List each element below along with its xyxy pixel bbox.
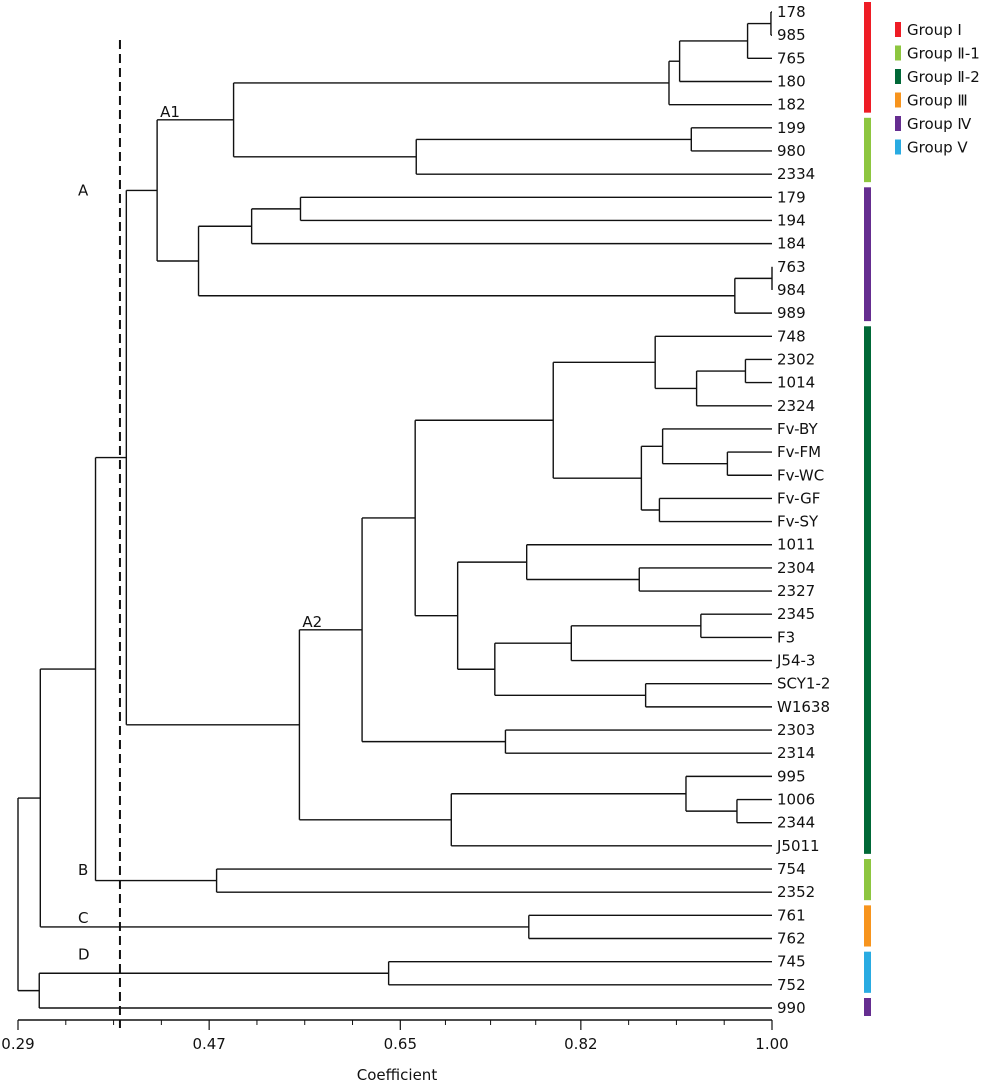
leaf-label: 752 xyxy=(777,976,806,994)
leaf-label: 754 xyxy=(777,860,806,878)
leaf-label: 179 xyxy=(777,188,806,206)
legend-label: Group Ⅱ-2 xyxy=(907,68,980,86)
leaf-label: Fv-WC xyxy=(777,466,824,484)
x-tick-label: 0.82 xyxy=(564,1035,597,1053)
leaf-label: 2344 xyxy=(777,814,815,832)
dendrogram-branches xyxy=(17,11,773,1009)
legend-swatch xyxy=(895,139,901,155)
legend: Group Ⅰ Group Ⅱ-1 Group Ⅱ-2 Group Ⅲ Group Ⅳ G… xyxy=(895,21,980,157)
leaf-label: Fv-GF xyxy=(777,489,820,507)
legend-label: Group Ⅴ xyxy=(907,139,968,157)
leaf-label: 194 xyxy=(777,211,806,229)
x-axis-title: Coefficient xyxy=(357,1066,438,1084)
legend-swatch xyxy=(895,45,901,61)
leaf-label: 990 xyxy=(777,999,806,1017)
leaf-label: Fv-FM xyxy=(777,443,821,461)
legend-swatch xyxy=(895,92,901,108)
cluster-labels: A1 A2 A B CD xyxy=(78,103,322,963)
leaf-label: 1006 xyxy=(777,791,815,809)
leaf-label: SCY1-2 xyxy=(777,675,830,693)
group-bar xyxy=(864,951,871,993)
legend-swatch xyxy=(895,69,901,84)
leaf-label: 2334 xyxy=(777,165,815,183)
legend-label: Group Ⅱ-1 xyxy=(907,45,980,63)
cluster-label-d: D xyxy=(78,945,90,963)
leaf-label: 748 xyxy=(777,327,806,345)
x-tick-label: 0.47 xyxy=(192,1035,225,1053)
x-tick-label: 1.00 xyxy=(755,1035,788,1053)
group-bars xyxy=(864,2,871,1016)
leaf-label: 763 xyxy=(777,258,806,276)
legend-swatch xyxy=(895,116,901,131)
leaf-label: Fv-SY xyxy=(777,513,819,531)
legend-label: Group Ⅳ xyxy=(907,115,971,133)
cluster-label-b: B xyxy=(78,861,88,879)
leaf-label: 178 xyxy=(777,3,806,21)
leaf-label: 2324 xyxy=(777,397,815,415)
cluster-label-a1: A1 xyxy=(160,103,180,121)
cluster-label-c: C xyxy=(78,909,88,927)
leaf-label: 762 xyxy=(777,930,806,948)
x-tick-label: 0.29 xyxy=(1,1035,34,1053)
leaf-label: 989 xyxy=(777,304,806,322)
group-bar xyxy=(864,117,871,183)
leaf-label: 745 xyxy=(777,953,806,971)
leaf-label: 2314 xyxy=(777,744,815,762)
leaf-label: 2352 xyxy=(777,883,815,901)
group-bar xyxy=(864,326,871,854)
leaf-label: J54-3 xyxy=(776,652,815,670)
group-bar xyxy=(864,859,871,901)
leaf-label: 2302 xyxy=(777,350,815,368)
x-axis: 0.29 0.47 0.65 0.82 1.00 xyxy=(1,1019,789,1053)
cluster-label-a: A xyxy=(78,181,89,199)
x-tick-label: 0.65 xyxy=(384,1035,417,1053)
leaf-label: 761 xyxy=(777,906,806,924)
group-bar xyxy=(864,2,871,113)
leaf-label: 985 xyxy=(777,26,806,44)
leaf-label: W1638 xyxy=(777,698,830,716)
legend-label: Group Ⅰ xyxy=(907,21,962,39)
group-bar xyxy=(864,187,871,322)
leaf-labels: 178 985 765 180 182 199 980 2334 179 194 184 763 984… xyxy=(776,3,830,1017)
leaf-label: 2327 xyxy=(777,582,815,600)
leaf-label: 199 xyxy=(777,119,806,137)
leaf-label: 184 xyxy=(777,235,806,253)
leaf-label: 2304 xyxy=(777,559,815,577)
leaf-label: 182 xyxy=(777,96,806,114)
leaf-label: 984 xyxy=(777,281,806,299)
leaf-label: 2303 xyxy=(777,721,815,739)
group-bar xyxy=(864,905,871,947)
leaf-label: 995 xyxy=(777,767,806,785)
leaf-label: 180 xyxy=(777,72,806,90)
leaf-label: 1014 xyxy=(777,374,815,392)
leaf-label: 980 xyxy=(777,142,806,160)
leaf-label: J5011 xyxy=(776,837,820,855)
leaf-label: F3 xyxy=(777,628,795,646)
legend-swatch xyxy=(895,22,901,37)
leaf-label: 765 xyxy=(777,49,806,67)
legend-label: Group Ⅲ xyxy=(907,92,968,110)
leaf-label: Fv-BY xyxy=(777,420,818,438)
leaf-label: 2345 xyxy=(777,605,815,623)
cluster-label-a2: A2 xyxy=(302,613,322,631)
group-bar xyxy=(864,998,871,1016)
leaf-label: 1011 xyxy=(777,536,815,554)
